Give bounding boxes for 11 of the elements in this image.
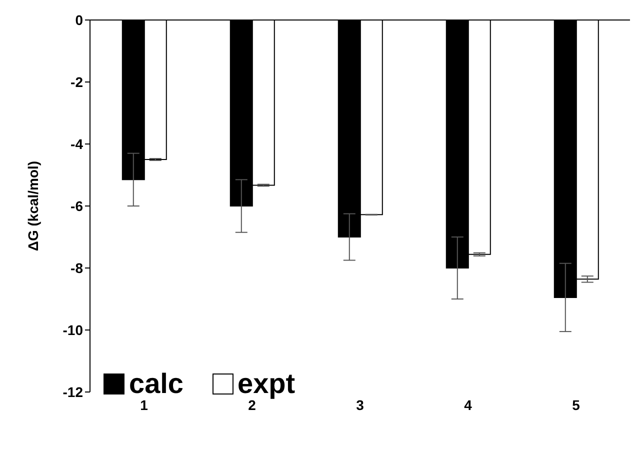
x-tick-label: 4 [464,396,472,413]
x-tick-label: 5 [572,396,580,413]
y-tick-label: -2 [70,74,84,90]
y-tick-label: -8 [70,260,84,276]
y-tick-label: 0 [75,12,84,28]
y-tick-label: -12 [62,384,84,400]
y-tick-label: -6 [70,198,84,214]
y-axis-title: ΔG (kcal/mol) [24,160,41,252]
y-tick-label: -10 [62,322,84,338]
x-tick-label: 3 [356,396,364,413]
y-tick-label: -4 [70,136,84,152]
